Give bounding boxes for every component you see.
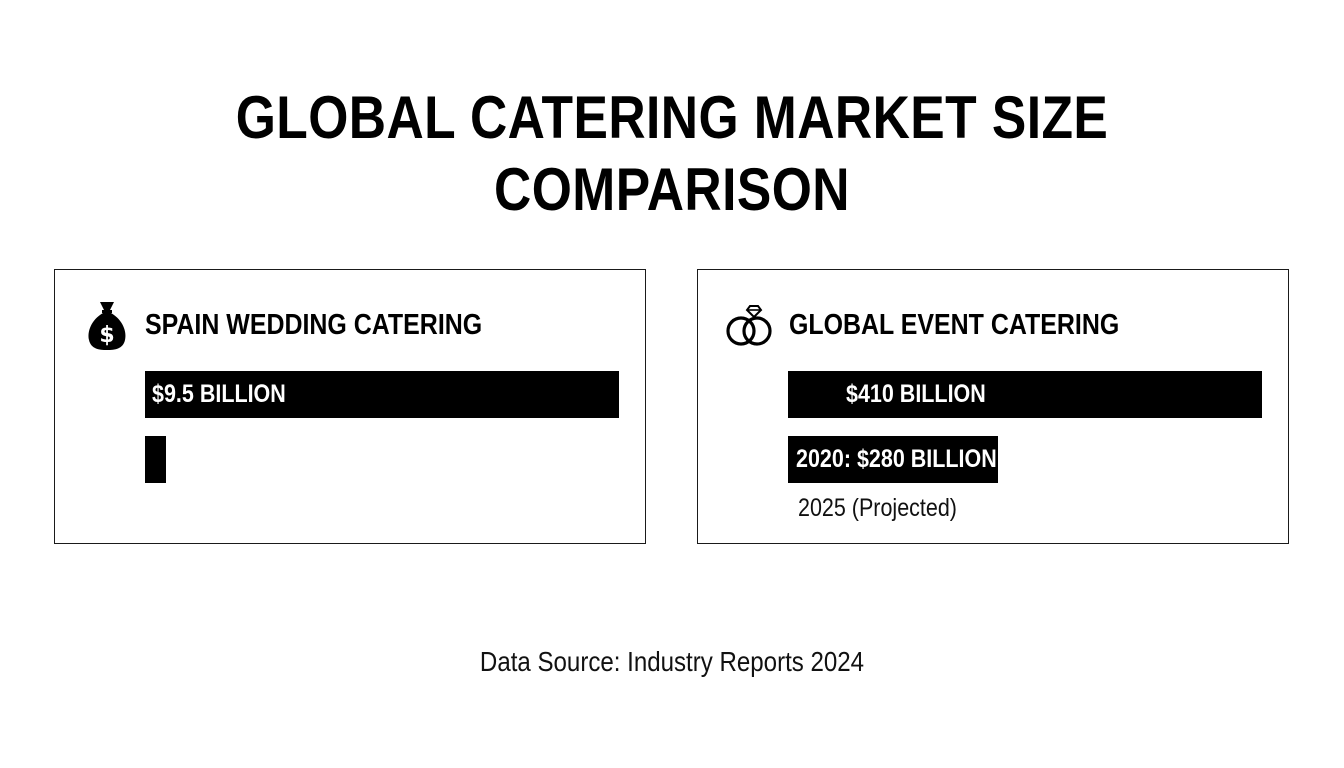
bar-global-2025 <box>788 371 1262 418</box>
data-source-note: Data Source: Industry Reports 2024 <box>479 646 865 677</box>
projection-label: 2025 (Projected) <box>798 494 957 522</box>
page-title-line-1: GLOBAL CATERING MARKET SIZE <box>235 84 1109 151</box>
bar-global-2020 <box>788 436 998 483</box>
wedding-rings-icon <box>726 305 772 346</box>
panel-heading-spain: SPAIN WEDDING CATERING <box>145 309 483 341</box>
page-title-line-2: COMPARISON <box>494 156 850 223</box>
global-event-catering-panel: GLOBAL EVENT CATERING $410 BILLION 2020:… <box>697 269 1289 544</box>
panel-heading-global: GLOBAL EVENT CATERING <box>789 309 1120 341</box>
spain-wedding-catering-panel: $ SPAIN WEDDING CATERING $9.5 BILLION <box>54 269 646 544</box>
bar-spain-small <box>145 436 166 483</box>
bar-label-spain: $9.5 BILLION <box>152 380 286 408</box>
svg-text:$: $ <box>99 323 114 348</box>
money-bag-icon: $ <box>88 302 126 350</box>
bar-label-global-2020: 2020: $280 BILLION <box>796 445 997 473</box>
bar-spain-main <box>145 371 619 418</box>
bar-label-global-2025: $410 BILLION <box>846 380 986 408</box>
